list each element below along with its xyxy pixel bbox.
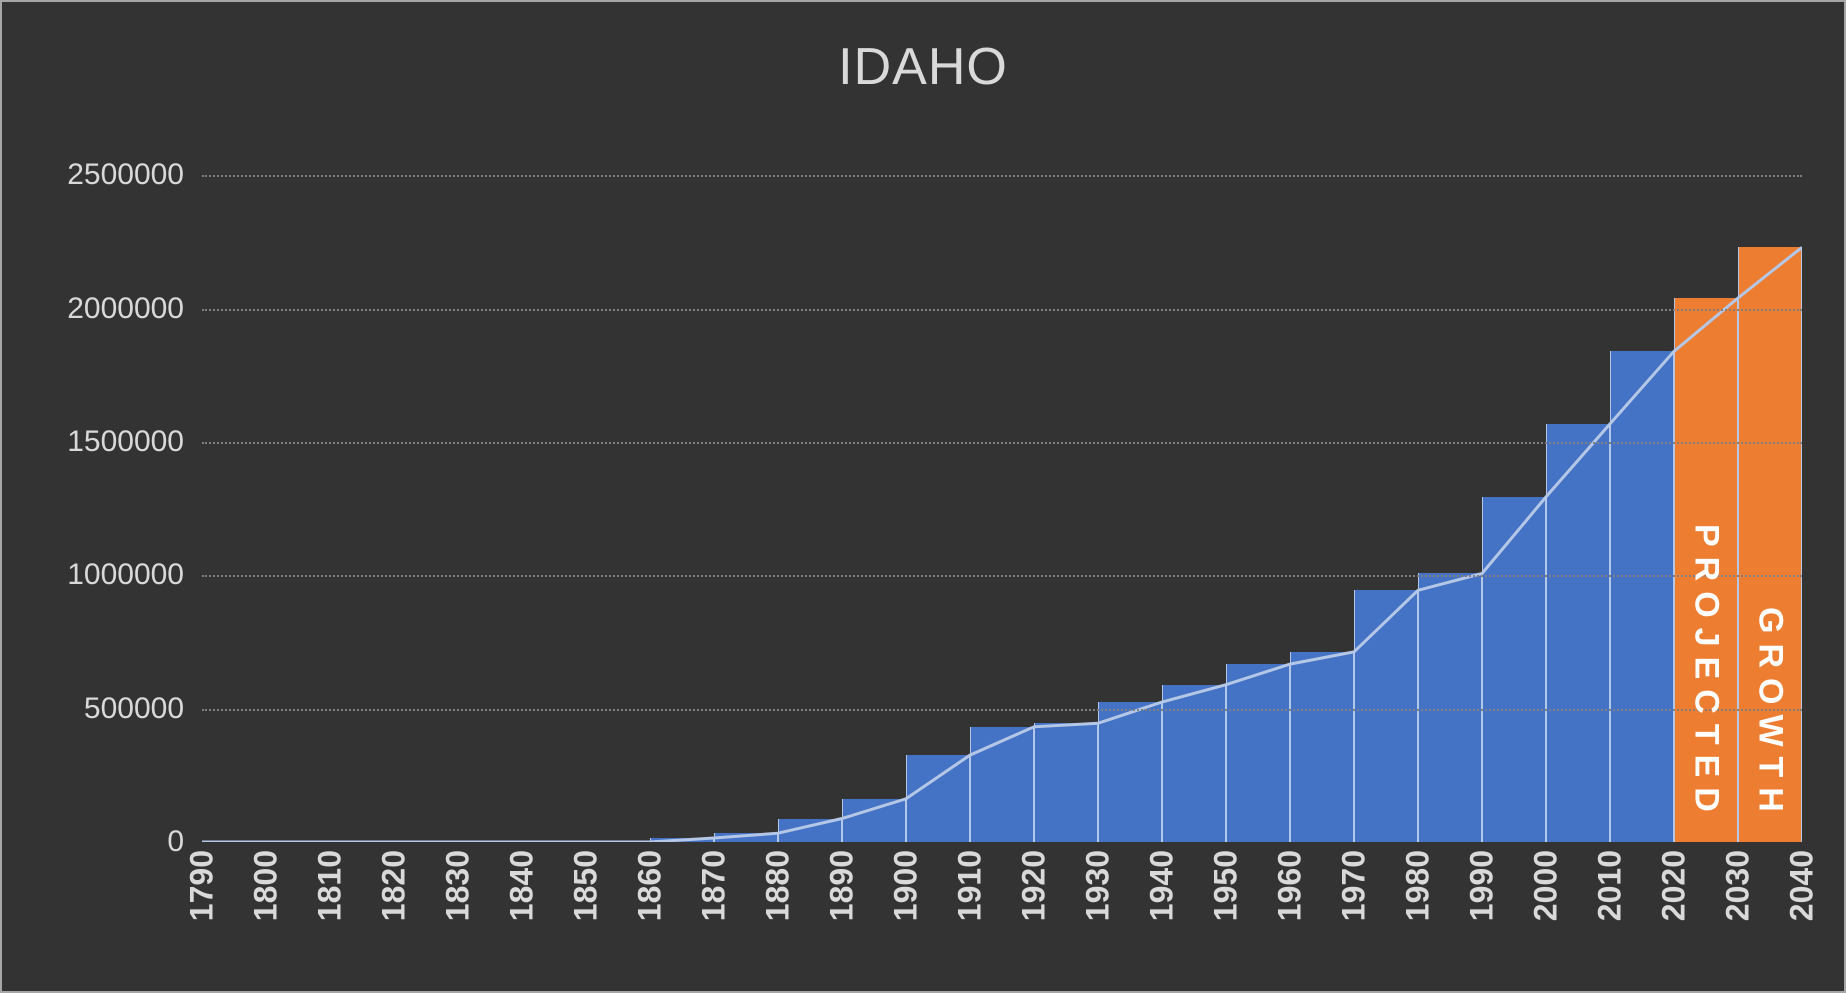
x-tick-label: 1990 [1464, 850, 1501, 921]
gridline [202, 442, 1802, 444]
x-tick-label: 2010 [1592, 850, 1629, 921]
x-tick-label: 1900 [888, 850, 925, 921]
x-tick-label: 1860 [632, 850, 669, 921]
x-tick-label: 1970 [1336, 850, 1373, 921]
y-tick-label: 500000 [24, 692, 184, 726]
x-tick-label: 1880 [760, 850, 797, 921]
x-tick-label: 1930 [1080, 850, 1117, 921]
data-bar [1226, 664, 1290, 842]
x-tick-label: 1790 [184, 850, 221, 921]
data-bar [1098, 702, 1162, 842]
x-tick-label: 1950 [1208, 850, 1245, 921]
x-tick-label: 2030 [1720, 850, 1757, 921]
plot-area: PROJECTED GROWTH [202, 122, 1802, 842]
y-tick-label: 0 [24, 825, 184, 859]
bars-layer [202, 122, 1802, 842]
data-bar [650, 838, 714, 842]
data-bar [906, 755, 970, 842]
x-axis: 1790180018101820183018401850186018701880… [202, 850, 1802, 970]
data-bar [1482, 497, 1546, 842]
gridline [202, 175, 1802, 177]
x-tick-label: 1870 [696, 850, 733, 921]
x-tick-label: 2040 [1784, 850, 1821, 921]
x-tick-label: 1830 [440, 850, 477, 921]
data-bar [778, 819, 842, 842]
data-bar [1546, 424, 1610, 842]
data-bar [1290, 652, 1354, 842]
y-tick-label: 1500000 [24, 425, 184, 459]
gridline [202, 709, 1802, 711]
gridline [202, 309, 1802, 311]
x-tick-label: 1980 [1400, 850, 1437, 921]
trend-line [202, 247, 1802, 842]
y-tick-label: 1000000 [24, 558, 184, 592]
x-tick-label: 1890 [824, 850, 861, 921]
x-tick-label: 1910 [952, 850, 989, 921]
chart-container: IDAHO PROJECTED GROWTH 1790 1800 1810 1820 18… [0, 0, 1846, 993]
x-tick-label: 1810 [312, 850, 349, 921]
line-layer [202, 122, 1802, 842]
x-tick-label: 1840 [504, 850, 541, 921]
y-tick-label: 2000000 [24, 292, 184, 326]
data-bar [1610, 351, 1674, 842]
data-bar [1354, 590, 1418, 842]
x-tick-label: 1960 [1272, 850, 1309, 921]
data-bar [970, 727, 1034, 842]
x-tick-label: 2020 [1656, 850, 1693, 921]
x-tick-label: 1800 [248, 850, 285, 921]
chart-title: IDAHO [2, 37, 1844, 97]
annotation-label: GROWTH [1751, 607, 1790, 822]
x-tick-label: 1940 [1144, 850, 1181, 921]
data-bar [842, 799, 906, 842]
x-tick-label: 1920 [1016, 850, 1053, 921]
data-bar [1034, 723, 1098, 842]
y-tick-label: 2500000 [24, 158, 184, 192]
x-tick-label: 1820 [376, 850, 413, 921]
gridline [202, 575, 1802, 577]
x-tick-label: 2000 [1528, 850, 1565, 921]
data-bar [714, 833, 778, 842]
x-tick-label: 1850 [568, 850, 605, 921]
annotation-label: PROJECTED [1687, 524, 1726, 822]
